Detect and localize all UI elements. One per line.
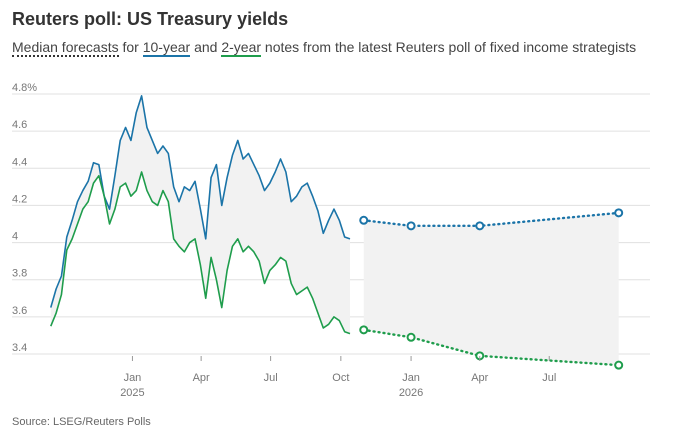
subtitle-text-2: and	[190, 39, 222, 55]
y-tick-label: 4.8%	[12, 82, 37, 94]
x-tick-label: Apr	[471, 372, 488, 384]
subtitle-text-1: for	[118, 39, 143, 55]
forecast-2-year-point	[406, 332, 416, 342]
chart-subtitle: Median forecasts for 10-year and 2-year …	[12, 38, 662, 57]
legend-two-year: 2-year	[221, 39, 262, 57]
forecast-10-year-point	[614, 208, 624, 218]
y-tick-label: 4	[12, 231, 18, 243]
x-tick-label: Apr	[193, 372, 210, 384]
y-tick-label: 3.4	[12, 342, 27, 354]
y-tick-label: 4.6	[12, 119, 27, 131]
forecast-2-year	[362, 328, 620, 367]
x-tick-label: Jul	[542, 372, 556, 384]
series-2-year-line	[50, 171, 351, 335]
y-tick-label: 3.8	[12, 268, 27, 280]
x-tick-year: 2025	[120, 387, 144, 399]
source-note: Source: LSEG/Reuters Polls	[12, 416, 151, 428]
subtitle-text-3: notes from the latest Reuters poll of fi…	[261, 39, 637, 55]
forecast-10-year	[362, 211, 620, 228]
x-tick-label: Oct	[332, 372, 349, 384]
forecast-10-year-point	[475, 221, 485, 231]
chart-title: Reuters poll: US Treasury yields	[12, 9, 289, 29]
series-10-year-line	[49, 95, 351, 308]
forecast-2-year-point	[359, 325, 369, 335]
forecast-band	[363, 212, 619, 366]
history-band	[50, 95, 350, 334]
y-tick-label: 4.4	[12, 156, 27, 168]
y-tick-label: 3.6	[12, 305, 27, 317]
legend-ten-year: 10-year	[142, 39, 191, 57]
forecast-10-year-point	[406, 221, 416, 231]
x-tick-label: Jan	[124, 372, 142, 384]
x-tick-year: 2026	[399, 387, 423, 399]
x-tick-label: Jan	[402, 372, 420, 384]
forecast-10-year-point	[359, 215, 369, 225]
y-tick-label: 4.2	[12, 193, 27, 205]
subtitle-median: Median forecasts	[12, 39, 119, 57]
forecast-2-year-point	[614, 360, 624, 370]
x-tick-label: Jul	[264, 372, 278, 384]
